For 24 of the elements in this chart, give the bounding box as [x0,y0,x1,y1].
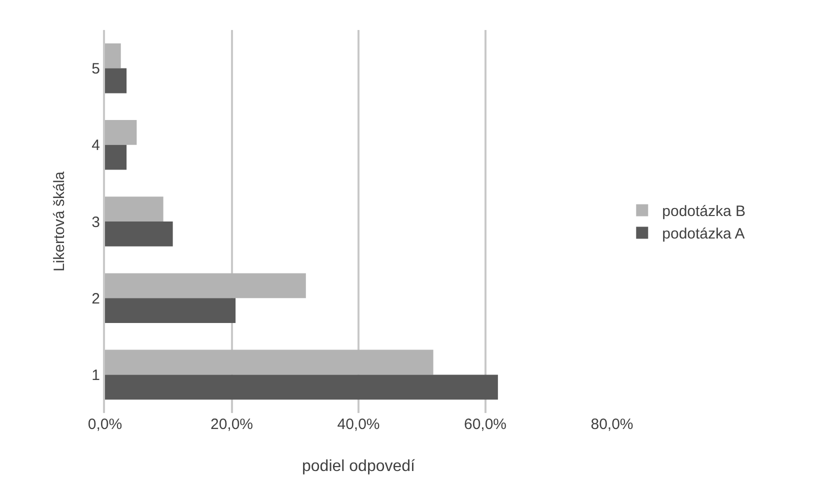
y-axis-title: Likertová škála [51,170,68,272]
y-tick-label: 5 [92,60,100,78]
bar [105,374,498,400]
bar [105,273,306,298]
y-tick-label: 4 [92,137,100,154]
bar [105,68,127,94]
bar [105,144,127,170]
x-tick-label: 40,0% [337,416,380,433]
bar [105,120,137,145]
bar [105,222,173,246]
y-tick-label: 3 [92,214,100,231]
bar [105,350,434,375]
x-tick-label: 0,0% [88,416,122,433]
bar [105,43,121,68]
y-tick-label: 2 [92,290,100,308]
x-tick-label: 20,0% [210,416,254,433]
x-tick-label: 60,0% [464,416,507,433]
legend-label: podotázka B [662,203,746,220]
bar [105,196,164,222]
bar [105,298,236,323]
x-tick-label: 80,0% [590,416,634,433]
x-axis-title: podiel odpovedí [302,458,416,475]
y-tick-label: 1 [92,366,100,384]
legend-label: podotázka A [662,226,745,243]
